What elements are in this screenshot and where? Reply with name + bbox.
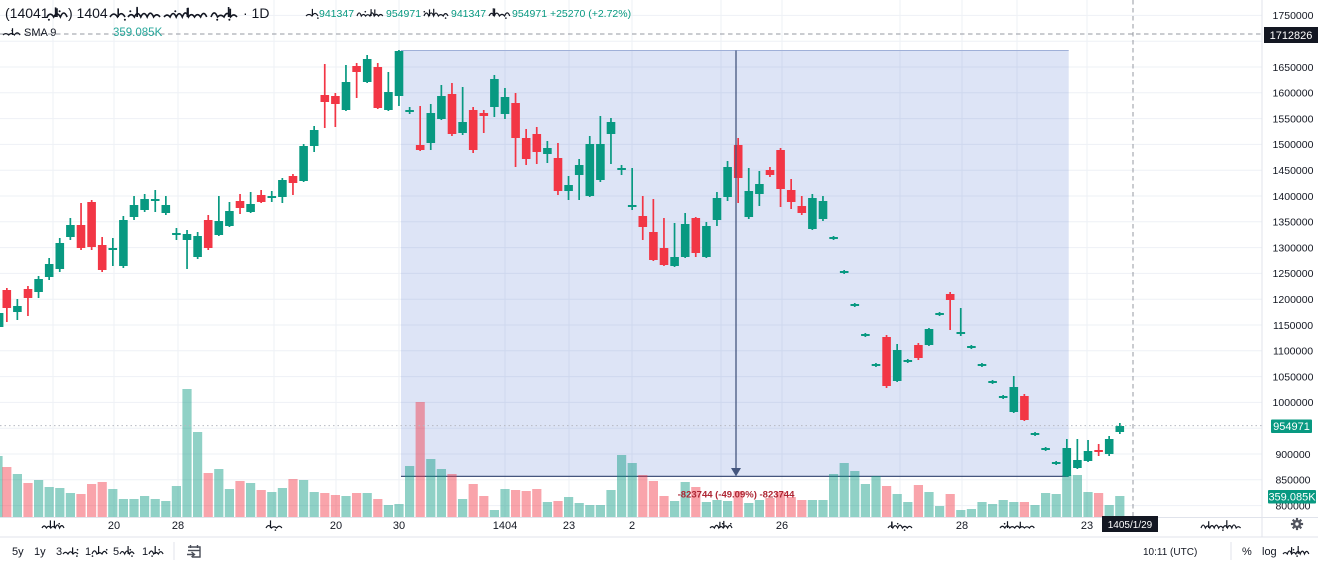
svg-text:1400000: 1400000 (1273, 191, 1314, 203)
svg-text:26: 26 (776, 520, 788, 532)
svg-text:2: 2 (629, 520, 635, 532)
svg-text:359.085K: 359.085K (113, 27, 163, 39)
svg-text:(14041: (14041 (5, 5, 49, 21)
svg-text:30: 30 (393, 520, 405, 532)
svg-text:23: 23 (563, 520, 575, 532)
svg-text:1404: 1404 (493, 520, 517, 532)
svg-text:954971 +25270 (+2.72%): 954971 +25270 (+2.72%) (512, 8, 631, 20)
svg-text:5y: 5y (12, 546, 24, 558)
svg-text:20: 20 (108, 520, 120, 532)
svg-text:3: 3 (56, 546, 62, 558)
svg-text:1300000: 1300000 (1273, 242, 1314, 254)
svg-text:20: 20 (330, 520, 342, 532)
svg-text:1550000: 1550000 (1273, 113, 1314, 125)
svg-text:1050000: 1050000 (1273, 371, 1314, 383)
svg-text:28: 28 (956, 520, 968, 532)
svg-text:1000000: 1000000 (1273, 397, 1314, 409)
svg-text:1750000: 1750000 (1273, 10, 1314, 22)
svg-text:941347: 941347 (451, 8, 486, 20)
svg-text:5: 5 (113, 546, 119, 558)
svg-text:23: 23 (1081, 520, 1093, 532)
svg-text:28: 28 (172, 520, 184, 532)
svg-text:) 1404: ) 1404 (68, 5, 108, 21)
svg-text:1100000: 1100000 (1273, 346, 1313, 358)
svg-text:SMA 9: SMA 9 (24, 27, 56, 39)
svg-text:1150000: 1150000 (1273, 320, 1313, 332)
svg-text:850000: 850000 (1275, 475, 1310, 487)
svg-text:1600000: 1600000 (1273, 88, 1314, 100)
svg-text:1: 1 (142, 546, 148, 558)
svg-text:10:11 (UTC): 10:11 (UTC) (1143, 547, 1197, 558)
svg-text:954971: 954971 (386, 8, 421, 20)
svg-text:1405/1/29: 1405/1/29 (1108, 520, 1153, 531)
svg-text:1y: 1y (34, 546, 46, 558)
svg-text:1: 1 (85, 546, 91, 558)
svg-text:log: log (1262, 546, 1277, 558)
svg-text:900000: 900000 (1275, 449, 1310, 461)
svg-text:%: % (1242, 546, 1252, 558)
svg-text:1450000: 1450000 (1273, 165, 1314, 177)
svg-text:1650000: 1650000 (1273, 62, 1314, 74)
svg-text:1350000: 1350000 (1273, 217, 1314, 229)
svg-text:1500000: 1500000 (1273, 139, 1314, 151)
svg-text:1712826: 1712826 (1270, 30, 1313, 42)
svg-text:954971: 954971 (1273, 421, 1310, 433)
svg-text:941347: 941347 (319, 8, 354, 20)
svg-text:1200000: 1200000 (1273, 294, 1314, 306)
svg-text:· 1D: · 1D (243, 5, 269, 21)
svg-text:1250000: 1250000 (1273, 268, 1314, 280)
svg-text:359.085K: 359.085K (1268, 492, 1316, 504)
svg-text:-823744 (-49.09%) -823744: -823744 (-49.09%) -823744 (678, 490, 795, 501)
